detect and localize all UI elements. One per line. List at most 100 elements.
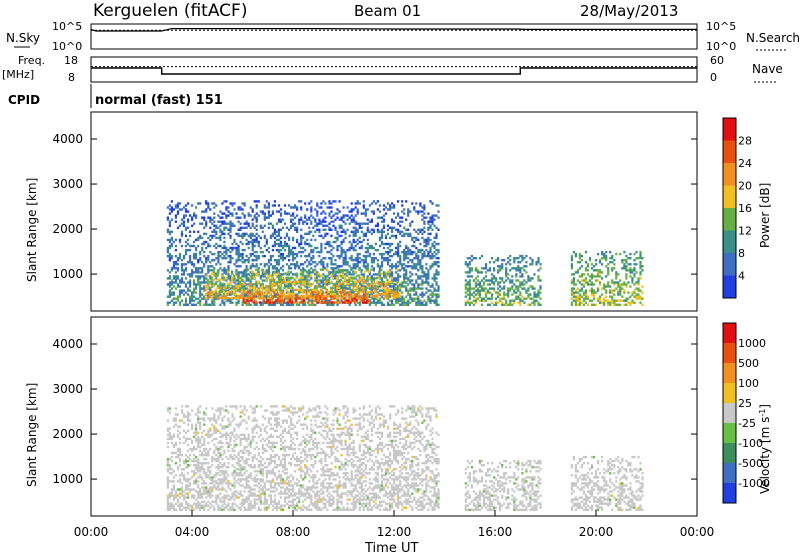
- range-cell: [384, 234, 388, 238]
- range-cell: [389, 250, 392, 254]
- range-cell: [476, 283, 479, 286]
- range-cell: [195, 433, 198, 436]
- range-cell: [629, 267, 632, 270]
- range-cell: [168, 407, 171, 410]
- range-cell: [320, 244, 323, 248]
- y-tick-label: 1000: [52, 267, 83, 281]
- range-cell: [370, 282, 373, 285]
- range-cell: [641, 257, 644, 260]
- range-cell: [394, 286, 397, 290]
- range-cell: [580, 254, 583, 258]
- range-cell: [605, 289, 608, 292]
- range-cell: [207, 283, 210, 286]
- range-cell: [172, 470, 175, 473]
- range-cell: [300, 242, 303, 246]
- range-cell: [411, 297, 414, 300]
- range-cell: [207, 206, 210, 209]
- range-cell: [605, 275, 608, 278]
- range-cell: [352, 267, 355, 270]
- range-cell: [328, 206, 331, 209]
- range-cell: [312, 254, 315, 258]
- range-cell: [182, 216, 186, 219]
- range-cell: [391, 271, 394, 274]
- range-cell: [350, 278, 353, 281]
- range-cell: [219, 423, 222, 426]
- range-cell: [197, 283, 200, 286]
- range-cell: [269, 287, 272, 290]
- range-cell: [293, 280, 296, 283]
- range-cell: [281, 279, 285, 282]
- range-cell: [635, 293, 638, 296]
- range-cell: [397, 252, 400, 256]
- range-cell: [184, 214, 188, 217]
- range-cell: [211, 488, 214, 491]
- range-cell: [395, 283, 398, 286]
- range-cell: [351, 299, 354, 302]
- range-cell: [184, 277, 188, 280]
- range-cell: [207, 500, 210, 503]
- range-cell: [435, 301, 438, 304]
- range-cell: [225, 433, 228, 436]
- range-cell: [269, 254, 272, 258]
- range-cell: [318, 220, 321, 223]
- range-cell: [223, 257, 226, 260]
- range-cell: [427, 271, 430, 274]
- range-cell: [209, 244, 212, 248]
- range-cell: [321, 299, 324, 302]
- range-cell: [325, 291, 328, 294]
- range-cell: [315, 288, 318, 292]
- range-cell: [170, 502, 173, 505]
- range-cell: [257, 200, 260, 203]
- range-cell: [527, 279, 530, 282]
- range-cell: [215, 226, 218, 229]
- range-cell: [316, 210, 319, 213]
- range-cell: [435, 257, 438, 260]
- range-cell: [517, 279, 520, 282]
- range-cell: [590, 287, 594, 290]
- range-cell: [193, 453, 196, 457]
- range-cell: [413, 244, 416, 248]
- range-cell: [413, 263, 416, 266]
- range-cell: [382, 275, 386, 278]
- range-cell: [195, 413, 198, 416]
- range-cell: [391, 273, 394, 276]
- noise-left-label: N.Sky: [6, 31, 40, 45]
- range-cell: [229, 202, 232, 205]
- freq-tick-top: 18: [64, 54, 78, 67]
- range-cell: [497, 271, 500, 274]
- range-cell: [335, 270, 339, 273]
- range-cell: [203, 488, 206, 491]
- range-cell: [468, 269, 471, 272]
- range-cell: [197, 466, 200, 469]
- range-cell: [574, 303, 577, 306]
- range-cell: [580, 301, 583, 304]
- range-cell: [352, 265, 355, 268]
- range-cell: [221, 212, 224, 215]
- range-cell: [576, 291, 579, 294]
- range-cell: [279, 214, 283, 217]
- range-cell: [353, 295, 356, 298]
- range-cell: [421, 236, 424, 240]
- range-cell: [317, 272, 320, 275]
- range-cell: [407, 291, 410, 294]
- range-cell: [219, 413, 222, 416]
- range-cell: [201, 462, 204, 465]
- range-cell: [241, 212, 244, 215]
- range-cell: [537, 289, 540, 292]
- range-cell: [391, 267, 394, 270]
- range-cell: [362, 238, 365, 242]
- range-cell: [263, 214, 266, 217]
- range-cell: [517, 301, 520, 304]
- range-cell: [320, 234, 323, 238]
- range-cell: [396, 290, 399, 294]
- range-cell: [590, 293, 594, 296]
- range-cell: [241, 287, 244, 290]
- range-cell: [352, 259, 355, 262]
- range-cell: [493, 281, 496, 284]
- range-cell: [635, 271, 638, 274]
- range-cell: [609, 285, 612, 288]
- range-cell: [233, 277, 236, 280]
- range-cell: [314, 208, 317, 211]
- range-cell: [219, 289, 222, 292]
- range-cell: [199, 411, 202, 414]
